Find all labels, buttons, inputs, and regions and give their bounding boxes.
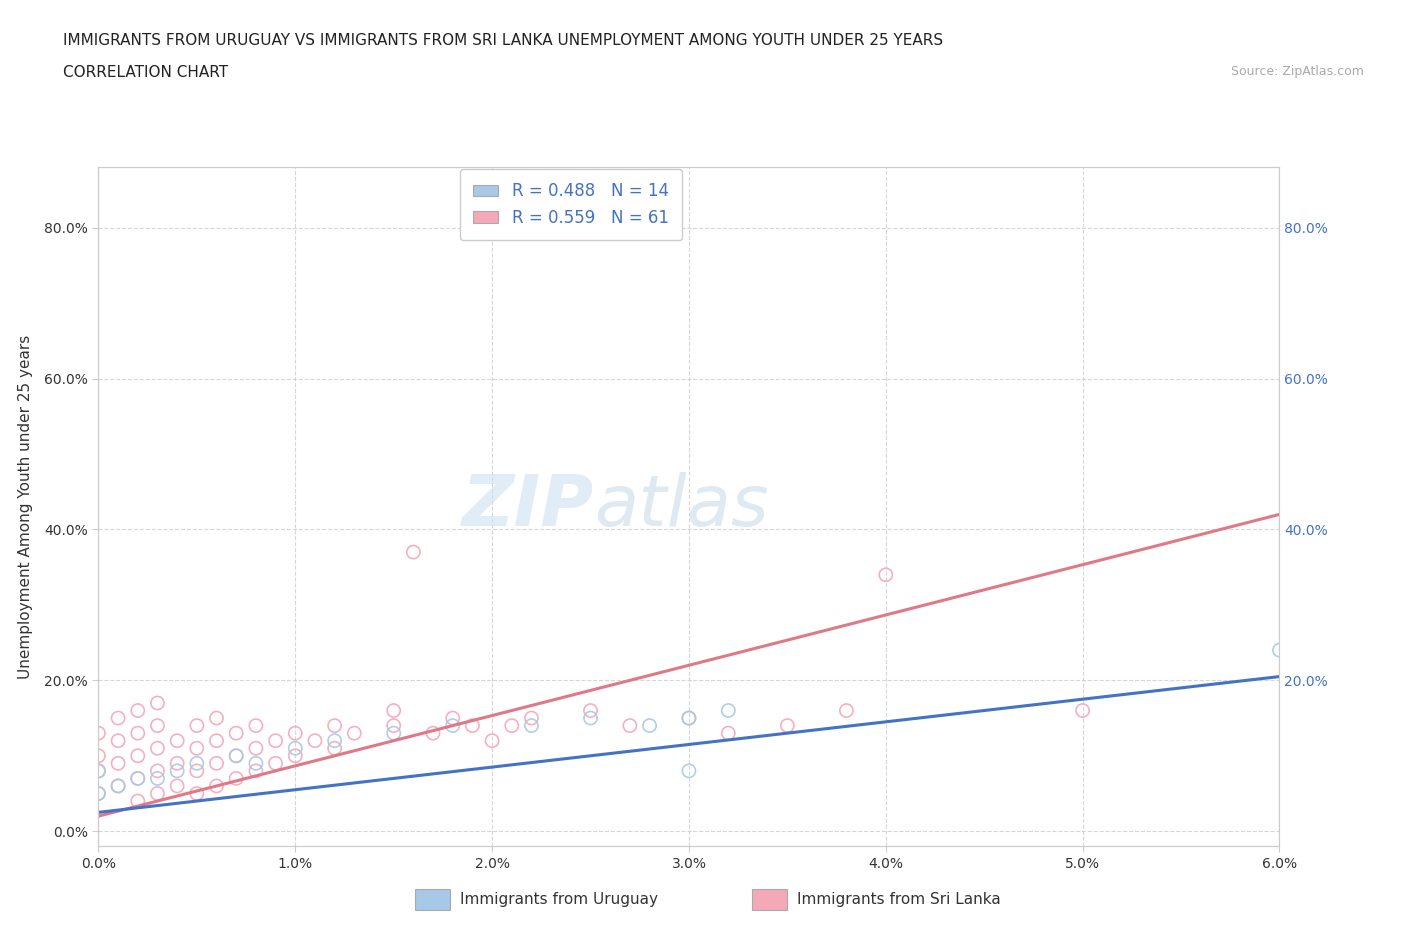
Point bbox=[441, 718, 464, 733]
Point bbox=[186, 756, 208, 771]
Point bbox=[1071, 703, 1094, 718]
Point bbox=[382, 718, 405, 733]
Point bbox=[245, 756, 267, 771]
Point bbox=[264, 756, 287, 771]
Point bbox=[186, 741, 208, 756]
Point bbox=[1268, 643, 1291, 658]
Point bbox=[461, 718, 484, 733]
Point bbox=[146, 696, 169, 711]
Point bbox=[245, 741, 267, 756]
Point bbox=[146, 771, 169, 786]
Point bbox=[245, 718, 267, 733]
Point bbox=[107, 756, 129, 771]
Point bbox=[678, 711, 700, 725]
Point bbox=[619, 718, 641, 733]
Point bbox=[107, 733, 129, 748]
Point bbox=[225, 749, 247, 764]
Point bbox=[284, 741, 307, 756]
Point bbox=[579, 711, 602, 725]
Point bbox=[127, 703, 149, 718]
Point bbox=[205, 711, 228, 725]
Point bbox=[422, 725, 444, 740]
Point bbox=[107, 778, 129, 793]
Text: CORRELATION CHART: CORRELATION CHART bbox=[63, 65, 228, 80]
Point bbox=[776, 718, 799, 733]
Point bbox=[127, 725, 149, 740]
Point bbox=[127, 793, 149, 808]
Point bbox=[186, 718, 208, 733]
Point bbox=[205, 733, 228, 748]
Point bbox=[87, 764, 110, 778]
Point bbox=[166, 733, 188, 748]
Legend: R = 0.488   N = 14, R = 0.559   N = 61: R = 0.488 N = 14, R = 0.559 N = 61 bbox=[460, 169, 682, 240]
Text: ZIP: ZIP bbox=[463, 472, 595, 541]
Point bbox=[382, 703, 405, 718]
Point bbox=[520, 711, 543, 725]
Point bbox=[107, 778, 129, 793]
Point bbox=[501, 718, 523, 733]
Point bbox=[245, 764, 267, 778]
Text: atlas: atlas bbox=[595, 472, 769, 541]
Point bbox=[87, 749, 110, 764]
Point bbox=[87, 786, 110, 801]
Point bbox=[579, 703, 602, 718]
Point bbox=[402, 545, 425, 560]
Point bbox=[835, 703, 858, 718]
Text: Source: ZipAtlas.com: Source: ZipAtlas.com bbox=[1230, 65, 1364, 78]
Point bbox=[127, 749, 149, 764]
Point bbox=[166, 778, 188, 793]
Point bbox=[717, 725, 740, 740]
Point bbox=[225, 749, 247, 764]
Point bbox=[678, 764, 700, 778]
Point bbox=[127, 771, 149, 786]
Point bbox=[127, 771, 149, 786]
Text: IMMIGRANTS FROM URUGUAY VS IMMIGRANTS FROM SRI LANKA UNEMPLOYMENT AMONG YOUTH UN: IMMIGRANTS FROM URUGUAY VS IMMIGRANTS FR… bbox=[63, 33, 943, 47]
Y-axis label: Unemployment Among Youth under 25 years: Unemployment Among Youth under 25 years bbox=[18, 335, 32, 679]
Point bbox=[638, 718, 661, 733]
Point bbox=[323, 718, 346, 733]
Point bbox=[186, 764, 208, 778]
Point bbox=[343, 725, 366, 740]
Point bbox=[87, 786, 110, 801]
Point bbox=[284, 725, 307, 740]
Point bbox=[107, 711, 129, 725]
Point bbox=[1367, 334, 1389, 349]
Point bbox=[205, 778, 228, 793]
Point bbox=[166, 764, 188, 778]
Point bbox=[205, 756, 228, 771]
Point bbox=[284, 749, 307, 764]
Point bbox=[146, 718, 169, 733]
Point bbox=[166, 756, 188, 771]
Point bbox=[678, 711, 700, 725]
Point bbox=[323, 741, 346, 756]
Point bbox=[87, 764, 110, 778]
Point bbox=[225, 725, 247, 740]
Point bbox=[481, 733, 503, 748]
Point bbox=[186, 786, 208, 801]
Point bbox=[304, 733, 326, 748]
Text: Immigrants from Sri Lanka: Immigrants from Sri Lanka bbox=[797, 892, 1001, 907]
Point bbox=[520, 718, 543, 733]
Point bbox=[264, 733, 287, 748]
Point bbox=[323, 733, 346, 748]
Point bbox=[87, 725, 110, 740]
Text: Immigrants from Uruguay: Immigrants from Uruguay bbox=[460, 892, 658, 907]
Point bbox=[146, 764, 169, 778]
Point bbox=[875, 567, 897, 582]
Point bbox=[717, 703, 740, 718]
Point bbox=[441, 711, 464, 725]
Point bbox=[146, 741, 169, 756]
Point bbox=[382, 725, 405, 740]
Point bbox=[146, 786, 169, 801]
Point bbox=[225, 771, 247, 786]
